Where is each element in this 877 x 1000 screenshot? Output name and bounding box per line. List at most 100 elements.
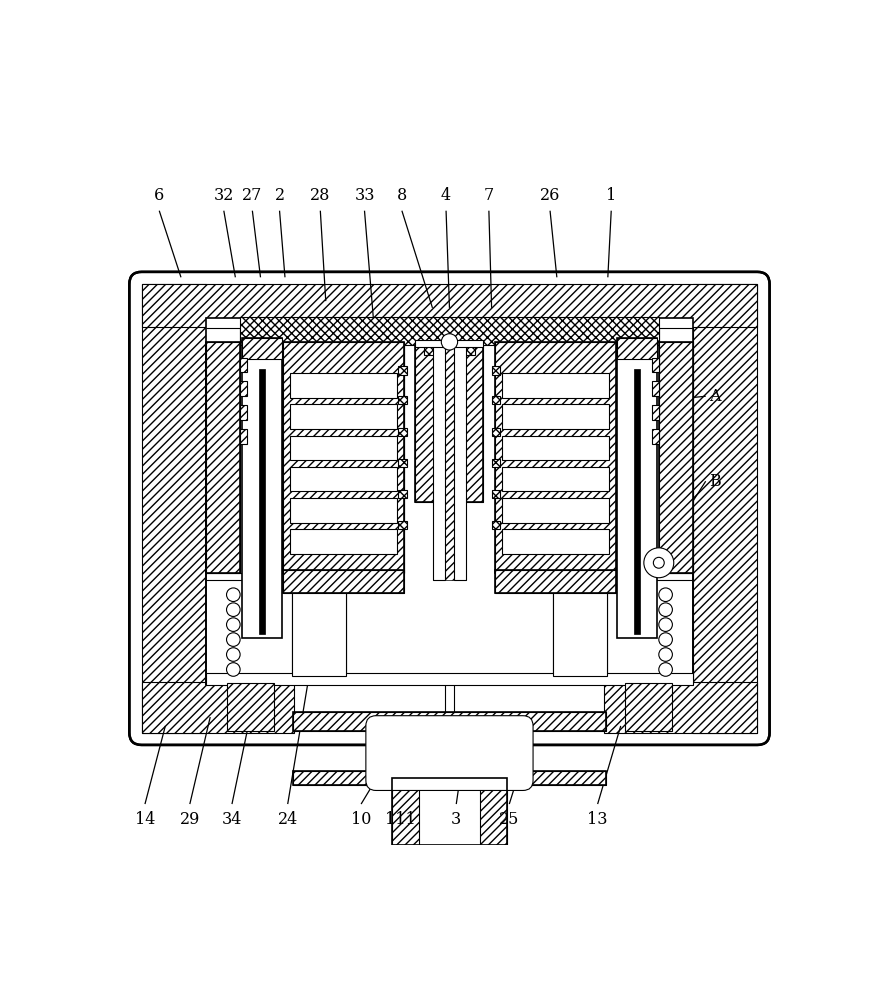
Bar (433, 345, 466, 580)
Bar (226, 683, 275, 731)
Bar (289, 529, 397, 554)
Bar (492, 459, 501, 467)
Bar (398, 521, 407, 529)
Bar (492, 396, 501, 404)
Text: 8: 8 (396, 187, 407, 204)
Bar (206, 342, 240, 573)
Bar (260, 369, 265, 634)
Text: 24: 24 (278, 811, 298, 828)
Text: 14: 14 (135, 811, 155, 828)
Bar (292, 593, 346, 676)
Bar (495, 342, 616, 573)
Bar (693, 284, 758, 733)
Text: 7: 7 (484, 187, 494, 204)
Bar (553, 593, 607, 676)
Text: 33: 33 (354, 187, 374, 204)
Bar (240, 317, 659, 345)
Bar (240, 358, 247, 372)
Bar (242, 338, 282, 359)
Bar (392, 778, 419, 845)
Text: 111: 111 (385, 811, 416, 828)
Bar (502, 436, 610, 460)
Bar (495, 570, 616, 593)
Circle shape (659, 663, 673, 676)
Bar (502, 467, 610, 491)
Bar (502, 373, 610, 398)
Circle shape (644, 548, 674, 578)
Bar (242, 338, 282, 638)
Circle shape (226, 663, 240, 676)
Text: B: B (709, 473, 721, 490)
Circle shape (226, 603, 240, 616)
Bar (659, 342, 693, 573)
Bar (374, 729, 524, 785)
Bar (398, 396, 407, 404)
Bar (398, 490, 407, 498)
Bar (293, 712, 606, 731)
Circle shape (653, 557, 664, 568)
Bar (424, 343, 474, 355)
Bar (240, 429, 247, 444)
Circle shape (659, 603, 673, 616)
Bar (283, 570, 404, 593)
Bar (652, 358, 659, 372)
Circle shape (441, 334, 458, 350)
Bar (392, 778, 507, 845)
Bar (289, 467, 397, 491)
Circle shape (226, 633, 240, 646)
Bar (433, 345, 446, 580)
Bar (240, 381, 247, 396)
Bar (480, 778, 507, 845)
Bar (652, 381, 659, 396)
Bar (293, 771, 606, 785)
Bar (495, 570, 616, 593)
Bar (289, 498, 397, 523)
Text: 28: 28 (310, 187, 331, 204)
Bar (141, 284, 206, 733)
Bar (141, 284, 758, 327)
Bar (502, 529, 610, 554)
Circle shape (659, 618, 673, 631)
Bar (652, 429, 659, 444)
Bar (495, 342, 616, 573)
Bar (374, 729, 416, 784)
Bar (492, 521, 501, 529)
Text: 4: 4 (441, 187, 451, 204)
Bar (492, 490, 501, 498)
Bar (502, 498, 610, 523)
Bar (293, 712, 606, 731)
Bar (283, 570, 404, 593)
Bar (652, 405, 659, 420)
Bar (659, 342, 693, 573)
Bar (283, 342, 404, 573)
Circle shape (659, 588, 673, 602)
Bar (416, 340, 483, 347)
Bar (492, 428, 501, 436)
Bar (483, 729, 524, 784)
Bar (398, 428, 407, 436)
Bar (502, 404, 610, 429)
Circle shape (226, 648, 240, 661)
Bar (289, 404, 397, 429)
Text: 10: 10 (351, 811, 371, 828)
Bar (374, 729, 524, 785)
Bar (604, 682, 758, 733)
Bar (293, 771, 606, 785)
Circle shape (226, 618, 240, 631)
Bar (453, 345, 466, 580)
Circle shape (659, 648, 673, 661)
Bar (141, 682, 295, 733)
Bar (398, 459, 407, 467)
Bar (634, 369, 640, 634)
Text: A: A (709, 388, 721, 405)
Bar (617, 338, 657, 638)
Text: 1: 1 (606, 187, 617, 204)
Bar (492, 366, 501, 375)
Circle shape (659, 633, 673, 646)
Text: 27: 27 (242, 187, 262, 204)
Text: 3: 3 (451, 811, 461, 828)
FancyBboxPatch shape (129, 272, 770, 745)
Text: 2: 2 (275, 187, 285, 204)
Bar (416, 345, 483, 502)
Text: 13: 13 (588, 811, 608, 828)
